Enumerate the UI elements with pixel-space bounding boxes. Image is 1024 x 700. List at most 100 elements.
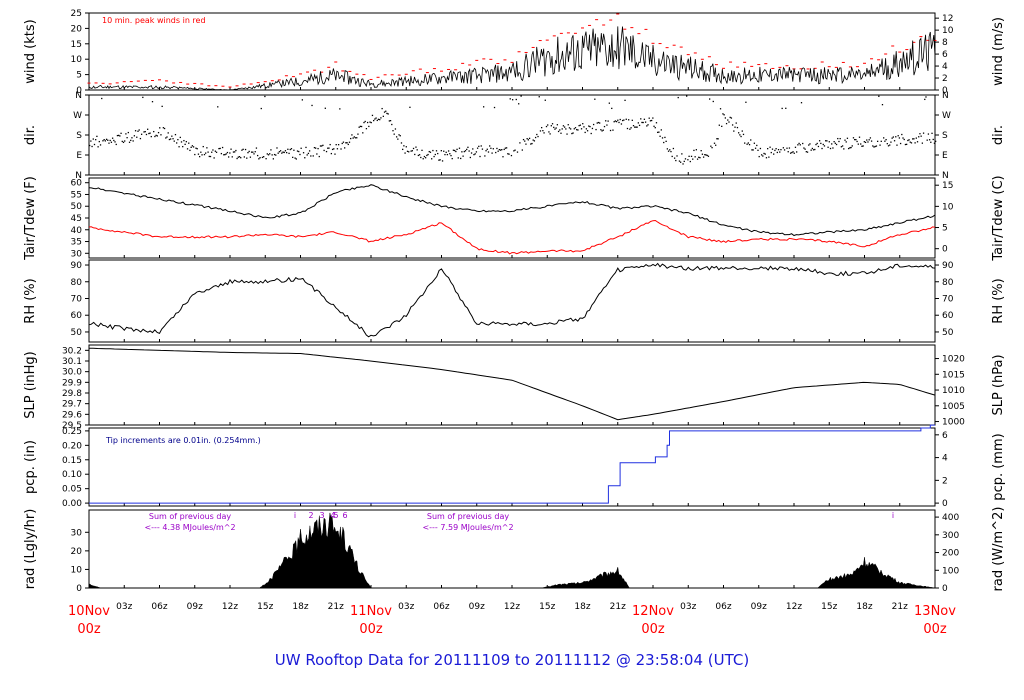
dir-point (595, 128, 597, 131)
dir-point (374, 118, 376, 120)
dir-point (460, 157, 462, 160)
dir-point (599, 122, 601, 124)
dir-point (157, 131, 160, 134)
dir-point (744, 142, 746, 144)
dir-point (725, 122, 728, 125)
dir-point (547, 124, 549, 126)
dir-point (464, 150, 467, 152)
dir-point (563, 126, 566, 128)
dir-point (340, 148, 342, 150)
dir-point (811, 147, 814, 150)
rad-mark: 2 (308, 511, 313, 520)
dir-point (159, 127, 161, 129)
dir-point (759, 147, 762, 150)
dir-point (735, 122, 737, 124)
dir-point (317, 147, 319, 150)
dir-point (913, 138, 915, 140)
dir-point (710, 145, 712, 147)
dir-point (909, 141, 911, 143)
dir-point (133, 135, 136, 137)
dir-point (226, 151, 229, 154)
dir-point (168, 138, 171, 141)
rh-right-tick-label: 90 (942, 261, 954, 271)
dir-point (786, 147, 788, 149)
dir-point (756, 144, 758, 147)
dir-point (708, 98, 711, 100)
dir-point (525, 143, 527, 145)
dir-point (186, 148, 189, 150)
dir-point (212, 149, 214, 151)
dir-point (935, 140, 937, 142)
dir-point (505, 147, 508, 149)
dir-point (213, 157, 215, 159)
dir-point (641, 121, 643, 124)
dir-point (920, 135, 922, 137)
dir-point (371, 114, 374, 117)
dir-point (142, 96, 144, 99)
dir-left-tick-label: W (73, 111, 82, 121)
x-tick-label: 03z (116, 602, 132, 612)
rad-panel-frame (88, 509, 936, 589)
dir-point (387, 113, 389, 115)
dir-point (537, 135, 539, 138)
dir-point (611, 107, 613, 110)
dir-point (672, 147, 675, 150)
dir-point (606, 124, 608, 126)
dir-point (258, 158, 260, 160)
slp-left-tick-label: 29.8 (62, 389, 82, 399)
dir-point (729, 116, 731, 119)
dir-point (636, 126, 638, 128)
rad-left-tick-label: 10 (71, 565, 83, 575)
dir-point (519, 142, 521, 144)
dir-right-tick-label: E (942, 151, 948, 161)
slp-panel-frame (88, 344, 936, 426)
dir-point (243, 156, 245, 158)
dir-point (104, 140, 107, 142)
dir-point (462, 155, 464, 157)
dir-point (270, 149, 272, 151)
dir-point (489, 145, 491, 147)
dir-point (468, 150, 470, 152)
dir-point (325, 150, 328, 153)
dir-left-tick-label: S (76, 131, 82, 141)
dir-point (208, 155, 210, 158)
dir-point (526, 138, 528, 140)
dir-point (829, 147, 832, 150)
dir-point (652, 117, 654, 119)
dir-point (198, 155, 201, 158)
dir-point (591, 127, 594, 130)
dir-point (521, 149, 523, 151)
dir-point (154, 135, 156, 138)
dir-point (545, 125, 548, 128)
pcp-left-tick-label: 0.15 (62, 456, 82, 466)
dir-point (890, 141, 892, 143)
dir-point (577, 129, 579, 131)
dir-point (336, 148, 339, 150)
dir-point (534, 136, 537, 139)
dir-point (252, 151, 254, 153)
dir-point (433, 155, 435, 158)
rad-mark: 4 (330, 511, 335, 520)
dir-point (389, 120, 392, 122)
dir-point (278, 151, 281, 153)
dir-point (101, 97, 103, 100)
dir-point (177, 138, 179, 141)
dir-point (137, 130, 139, 132)
dir-point (919, 133, 921, 135)
dir-point (728, 121, 730, 123)
dir-point (293, 149, 295, 151)
dir-point (794, 146, 797, 148)
dir-point (742, 133, 745, 136)
dir-point (874, 145, 876, 148)
rh-series-line (88, 262, 936, 338)
dir-point (156, 135, 158, 137)
dir-point (933, 142, 936, 144)
dir-point (597, 121, 600, 124)
dir-point (559, 129, 561, 131)
dir-point (588, 125, 590, 127)
dir-point (694, 156, 696, 158)
dir-point (128, 141, 131, 143)
dir-point (872, 145, 874, 147)
dir-point (279, 150, 282, 152)
dir-point (174, 133, 177, 136)
